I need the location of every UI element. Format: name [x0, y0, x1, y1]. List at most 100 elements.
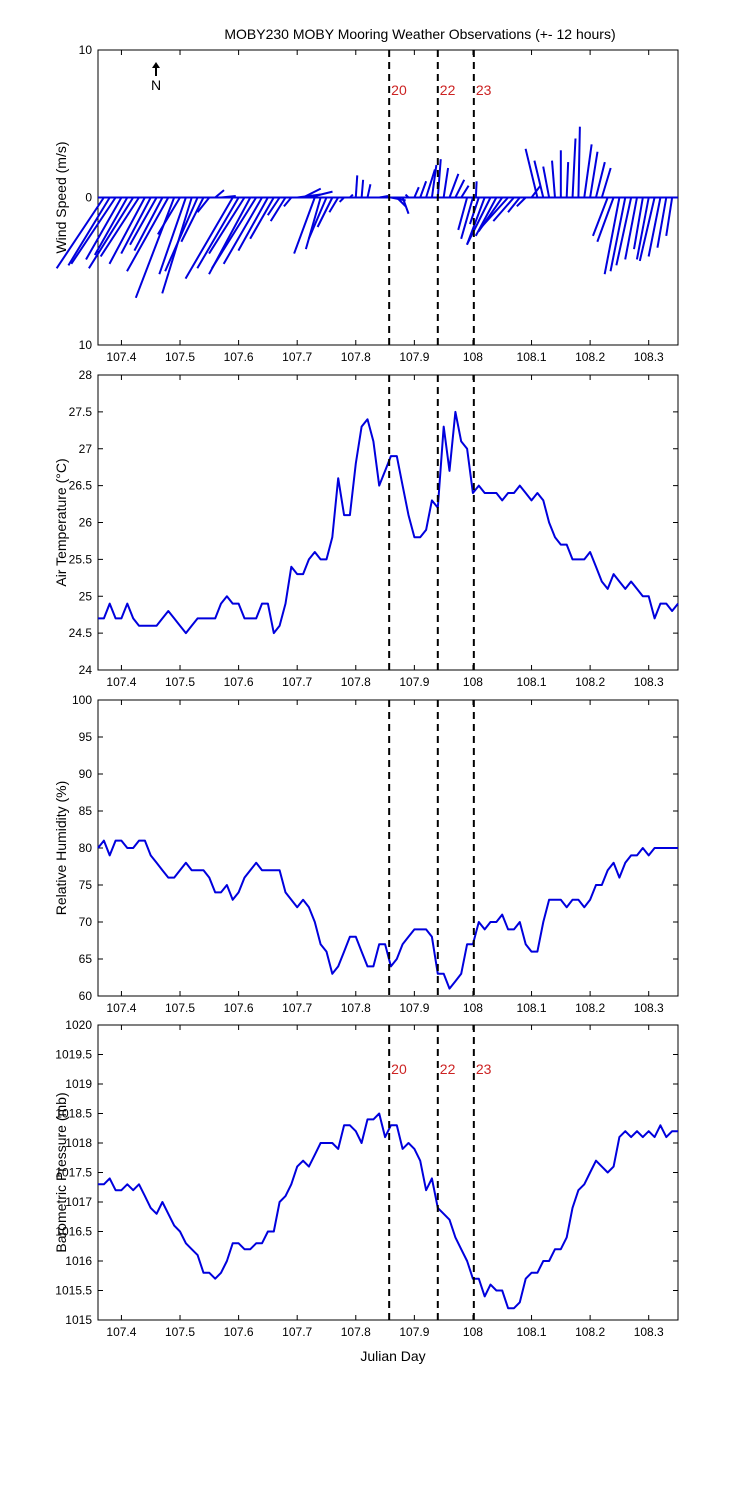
wind-vector	[507, 196, 521, 213]
wind-vector	[366, 184, 372, 198]
wind-vector	[442, 167, 450, 198]
wind-vector	[293, 197, 316, 254]
y-tick-label: 24	[79, 663, 93, 677]
chart-panel-3: Relative Humidity (%) 107.4 107.5 107.6 107.…	[53, 693, 679, 1015]
wind-vector	[615, 197, 633, 266]
x-tick-label: 107.7	[282, 350, 312, 364]
y-tick-label: 26	[79, 516, 93, 530]
wind-vector	[354, 175, 359, 198]
wind-vector	[460, 185, 470, 199]
panels: Wind Speed (m/s) 107.4 107.5 107.6 107.7 107.…	[53, 43, 679, 1339]
y-tick-label: 1018.5	[55, 1107, 92, 1121]
x-tick-label: 108	[463, 1325, 483, 1339]
x-tick-label: 108.3	[634, 1325, 664, 1339]
y-tick-label: 1017	[65, 1195, 92, 1209]
y-axis-label: Barometric Pressure (mb)	[53, 1092, 69, 1252]
x-tick-label: 107.8	[341, 1001, 371, 1015]
wind-vector	[120, 197, 152, 255]
y-tick-label: 1019.5	[55, 1048, 92, 1062]
wind-vector	[302, 187, 322, 199]
wind-vector	[157, 196, 181, 235]
wind-vector	[454, 179, 466, 198]
wind-vector	[304, 197, 322, 250]
y-tick-label: 1019	[65, 1077, 92, 1091]
y-tick-label: 24.5	[69, 626, 93, 640]
wind-vector	[88, 196, 134, 269]
y-tick-label: 70	[79, 915, 93, 929]
y-tick-label: 60	[79, 989, 93, 1003]
wind-vector	[108, 197, 146, 265]
y-tick-label: 1018	[65, 1136, 92, 1150]
wind-vector	[67, 196, 111, 266]
wind-vector	[266, 196, 281, 216]
series-line	[98, 410, 679, 635]
wind-vector	[222, 196, 263, 265]
wind-vector	[460, 197, 474, 240]
x-tick-label: 107.9	[399, 350, 429, 364]
y-axis-label: Wind Speed (m/s)	[53, 141, 69, 253]
y-tick-label: 65	[79, 952, 93, 966]
wind-vector	[592, 197, 609, 237]
wind-vector	[214, 189, 225, 199]
x-tick-label: 107.5	[165, 1001, 195, 1015]
x-tick-label: 108	[463, 1001, 483, 1015]
x-tick-label: 107.6	[224, 1325, 254, 1339]
x-tick-label: 107.4	[106, 350, 136, 364]
y-tick-label: 1015	[65, 1313, 92, 1327]
x-tick-label: 107.8	[341, 675, 371, 689]
wind-vector	[308, 190, 333, 199]
wind-vector	[633, 197, 644, 250]
y-tick-label: 85	[79, 804, 93, 818]
event-marker-label: 20	[391, 1061, 407, 1077]
wind-vector	[635, 197, 650, 260]
wind-vector	[283, 196, 293, 207]
event-marker-label: 22	[440, 1061, 456, 1077]
wind-vector	[600, 167, 612, 198]
wind-vector	[338, 196, 345, 203]
wind-vector	[134, 197, 176, 299]
wind-vector	[85, 197, 123, 260]
north-label: N	[151, 77, 161, 93]
y-tick-label: 1016	[65, 1254, 92, 1268]
x-tick-label: 108.2	[575, 675, 605, 689]
wind-vector	[401, 197, 410, 215]
x-tick-label: 107.8	[341, 1325, 371, 1339]
x-axis-label: Julian Day	[360, 1348, 425, 1364]
y-tick-label: 25.5	[69, 552, 93, 566]
x-tick-label: 107.5	[165, 675, 195, 689]
x-tick-label: 107.8	[341, 350, 371, 364]
wind-vector	[328, 196, 340, 213]
wind-vector	[603, 197, 621, 275]
y-tick-label: 90	[79, 767, 93, 781]
wind-vector	[492, 196, 515, 222]
y-tick-label: 1015.5	[55, 1284, 92, 1298]
wind-vector	[158, 197, 187, 275]
wind-vector	[196, 196, 240, 269]
y-tick-label: 25	[79, 589, 93, 603]
x-tick-label: 107.4	[106, 675, 136, 689]
wind-vector	[647, 197, 662, 257]
y-tick-label: 10	[79, 338, 93, 352]
wind-vector	[436, 159, 442, 198]
x-tick-label: 108.2	[575, 1001, 605, 1015]
event-marker-label: 20	[391, 82, 407, 98]
series-line	[98, 1112, 678, 1310]
wind-vector	[583, 144, 593, 198]
wind-vector	[220, 195, 236, 199]
event-marker-label: 23	[476, 1061, 492, 1077]
wind-vector	[316, 197, 334, 228]
y-tick-label: 1017.5	[55, 1166, 92, 1180]
y-tick-label: 27	[79, 442, 93, 456]
wind-vector	[542, 166, 551, 198]
wind-vector	[595, 161, 606, 198]
y-tick-label: 95	[79, 730, 93, 744]
x-tick-label: 108.1	[517, 1001, 547, 1015]
event-marker-label: 23	[476, 82, 492, 98]
wind-vector	[249, 197, 275, 240]
wind-vector	[404, 193, 410, 199]
wind-vector	[571, 138, 577, 198]
y-tick-label: 28	[79, 368, 93, 382]
y-tick-label: 26.5	[69, 479, 93, 493]
wind-vector	[624, 197, 638, 260]
wind-vector	[466, 197, 492, 246]
